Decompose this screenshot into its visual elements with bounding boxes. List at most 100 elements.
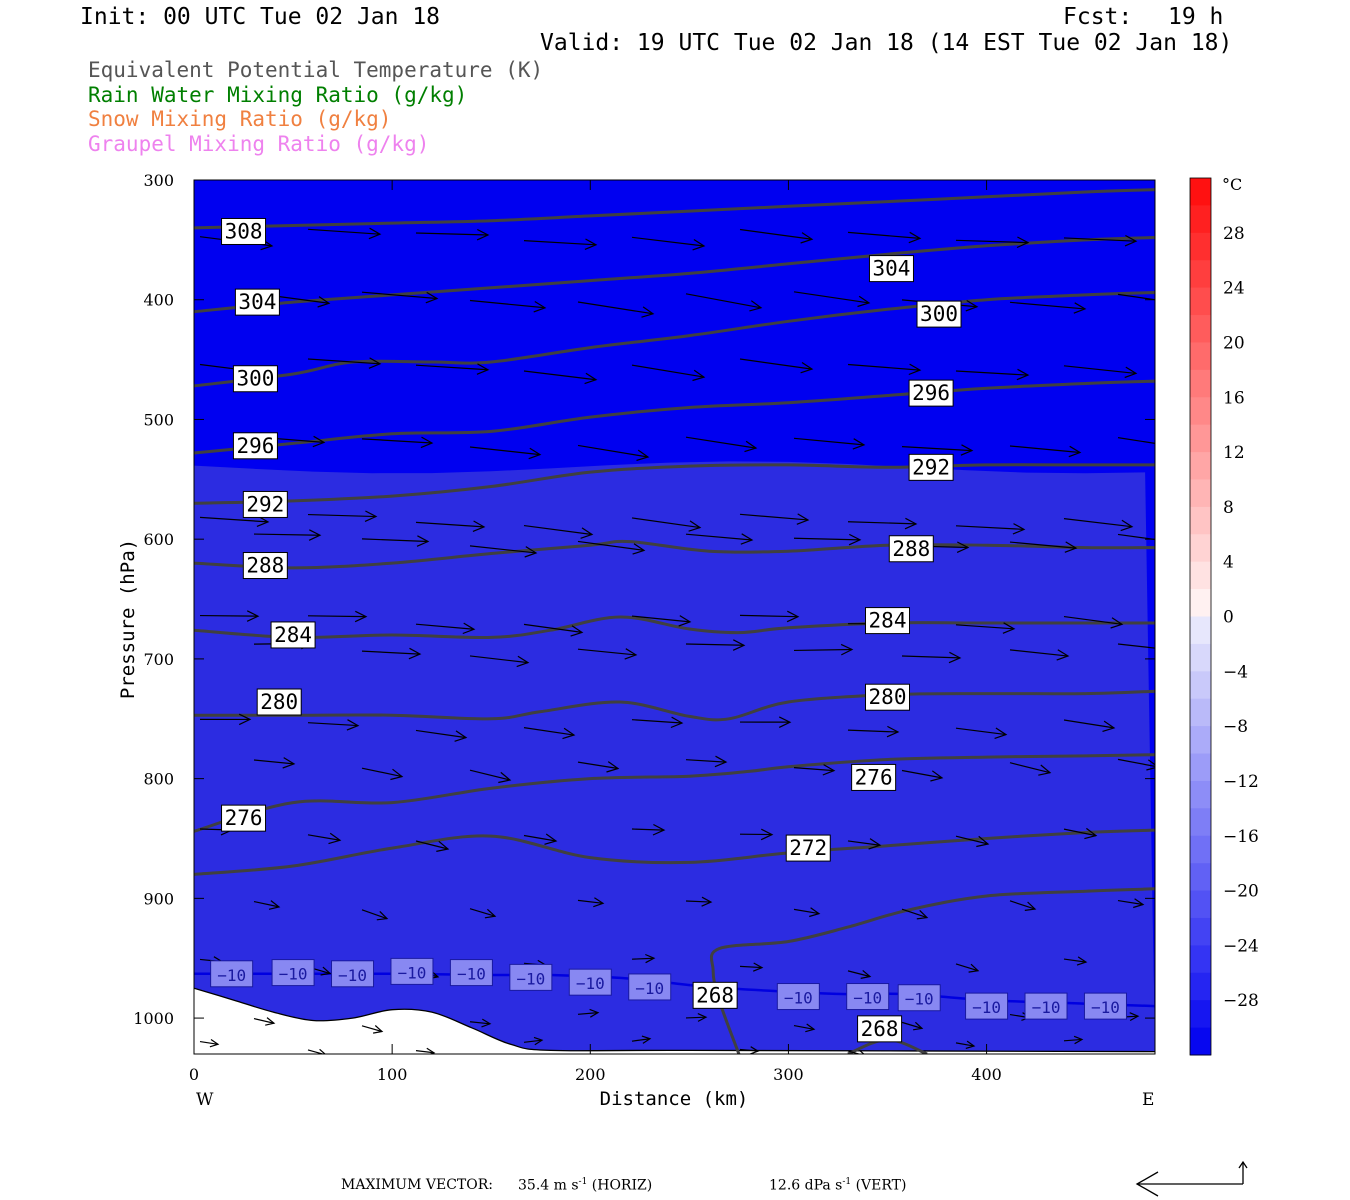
- contour-label-268: 268: [692, 981, 738, 1009]
- wind-vector: [523, 238, 598, 250]
- svg-text:−10: −10: [516, 969, 545, 988]
- wind-vector: [739, 962, 764, 972]
- colorbar-segment: [1190, 972, 1211, 1001]
- y-tick-label: 700: [143, 650, 174, 669]
- colorbar-segment: [1190, 671, 1211, 700]
- wind-vector: [199, 610, 260, 622]
- wind-vector: [361, 291, 439, 304]
- colorbar-segment: [1190, 643, 1211, 672]
- contour-label-280: 280: [256, 688, 302, 716]
- colorbar-segment: [1190, 424, 1211, 453]
- colorbar-segment: [1190, 863, 1211, 892]
- wind-vector: [577, 761, 620, 773]
- wind-vector: [523, 833, 558, 845]
- theta-e-contour-284: [194, 615, 1155, 640]
- wind-vector: [901, 769, 944, 782]
- wind-vector: [739, 513, 810, 525]
- isotherm-label: −10: [897, 984, 941, 1012]
- wind-vector: [253, 1017, 276, 1026]
- wind-vector: [739, 828, 774, 841]
- wind-vector: [361, 1025, 384, 1034]
- colorbar-segment: [1190, 945, 1211, 974]
- isotherm-label: −10: [390, 957, 434, 985]
- colorbar-segment: [1190, 1000, 1211, 1029]
- contour-label-284: 284: [865, 607, 911, 635]
- wind-vector: [577, 648, 638, 660]
- svg-text:268: 268: [696, 983, 734, 1007]
- isotherm-label: −10: [776, 983, 820, 1011]
- forecast-label: Fcst:: [1063, 4, 1133, 30]
- contour-label-304: 304: [868, 255, 914, 283]
- y-tick-label: 600: [143, 530, 174, 549]
- colorbar-segment: [1190, 479, 1211, 508]
- wind-vector: [1063, 615, 1124, 629]
- contour-label-292: 292: [908, 453, 954, 481]
- wind-vector: [1063, 365, 1138, 379]
- terrain-fill: [194, 988, 1155, 1054]
- temperature-shading: [194, 180, 1155, 1054]
- wind-vector: [469, 655, 530, 668]
- wind-vector: [955, 622, 1016, 634]
- svg-text:280: 280: [260, 690, 298, 714]
- wind-vector: [901, 908, 929, 920]
- wind-vector: [685, 896, 713, 907]
- wind-vector: [901, 1021, 924, 1031]
- x-axis-label: Distance (km): [600, 1088, 749, 1110]
- isotherm-label: −10: [846, 983, 890, 1011]
- colorbar-frame: [1189, 177, 1212, 1056]
- colorbar-tick-label: 28: [1223, 224, 1245, 244]
- wind-vector: [847, 363, 922, 376]
- svg-text:292: 292: [912, 455, 950, 479]
- wind-vector: [793, 291, 871, 308]
- svg-text:−10: −10: [457, 965, 486, 984]
- wind-vector: [847, 838, 882, 850]
- colorbar-tick-label: −16: [1223, 827, 1259, 847]
- theta-e-contours: [194, 188, 1155, 1054]
- colorbar-segment: [1190, 753, 1211, 782]
- wind-vector: [955, 368, 1030, 381]
- wind-vector: [901, 444, 974, 456]
- svg-text:−10: −10: [972, 998, 1001, 1017]
- colorbar-segment: [1190, 534, 1211, 563]
- y-tick-label: 1000: [133, 1009, 174, 1028]
- wind-vector: [307, 227, 382, 240]
- colorbar-segment: [1190, 287, 1211, 316]
- wind-vector: [523, 623, 584, 637]
- x-endpoint-east: E: [1142, 1090, 1154, 1110]
- colorbar-tick-label: 24: [1223, 279, 1245, 299]
- wind-vector: [307, 610, 368, 623]
- colorbar-segment: [1190, 1027, 1211, 1056]
- contour-label-288: 288: [888, 535, 934, 563]
- colorbar-segment: [1190, 561, 1211, 590]
- max-vector-vert: 12.6 dPa s-1 (VERT): [769, 1177, 907, 1194]
- wind-vector: [307, 357, 382, 369]
- svg-text:−10: −10: [853, 989, 882, 1008]
- svg-text:308: 308: [225, 219, 263, 243]
- theta-e-contour-288: [194, 539, 1155, 570]
- svg-text:−10: −10: [905, 990, 934, 1009]
- wind-vector: [631, 517, 702, 532]
- svg-text:−10: −10: [279, 965, 308, 984]
- wind-vector: [523, 1036, 544, 1046]
- reference-vector: [1135, 1160, 1248, 1197]
- x-tick-label: 100: [377, 1065, 408, 1084]
- theta-e-contour-292: [194, 463, 1155, 505]
- wind-vector: [955, 963, 980, 973]
- wind-vector: [523, 727, 576, 740]
- wind-vector: [1009, 900, 1037, 911]
- svg-text:284: 284: [869, 609, 907, 633]
- svg-text:268: 268: [861, 1017, 899, 1041]
- colorbar-segment: [1190, 369, 1211, 398]
- wind-vector: [361, 647, 422, 660]
- wind-vector: [361, 767, 404, 781]
- wind-vector: [631, 716, 684, 729]
- isotherm-label: −10: [1024, 992, 1068, 1020]
- wind-vector: [955, 523, 1026, 535]
- colorbar-segment: [1190, 589, 1211, 617]
- wind-vector: [739, 358, 814, 374]
- wind-vector: [469, 446, 542, 460]
- contour-label-300: 300: [232, 365, 278, 393]
- wind-vector: [199, 515, 270, 527]
- wind-vector: [415, 520, 486, 532]
